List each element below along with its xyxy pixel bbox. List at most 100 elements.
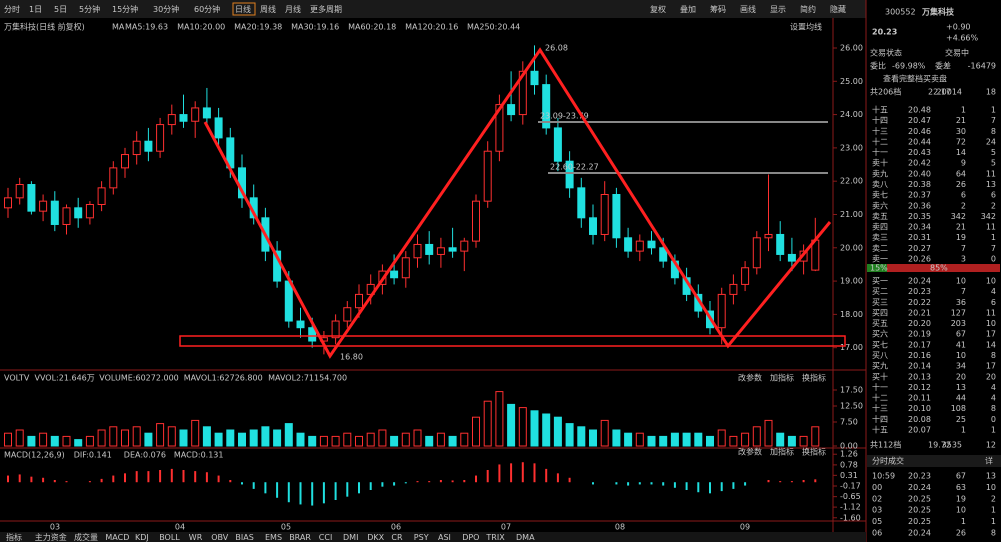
book-count: 4 — [991, 383, 996, 392]
trade-time: 00 — [872, 483, 882, 492]
volume-bar — [62, 435, 71, 447]
tool-button[interactable]: 画线 — [740, 4, 756, 14]
indicator-tab[interactable]: EMS — [265, 533, 282, 542]
book-price: 20.37 — [908, 191, 931, 200]
book-volume: 25 — [956, 415, 966, 424]
book-volume: 203 — [951, 319, 966, 328]
tool-button[interactable]: 复权 — [650, 4, 666, 14]
book-volume: 127 — [951, 308, 966, 317]
indicator-tab[interactable]: 主力资金 — [35, 532, 67, 542]
book-total: 18 — [986, 88, 996, 97]
indicator-tab[interactable]: WR — [189, 533, 203, 542]
tab[interactable]: 1日 — [29, 5, 42, 14]
level: 买五 — [872, 319, 888, 328]
indicator-tab[interactable]: BIAS — [235, 533, 253, 542]
y-tick-label: 23.00 — [840, 143, 863, 152]
volume-bar — [331, 435, 340, 447]
volume-bar — [706, 435, 714, 447]
tab[interactable]: 周线 — [260, 4, 276, 14]
ma-setting[interactable]: 设置均线 — [790, 22, 822, 32]
ma-value: MA120:20.16 — [405, 23, 458, 32]
book-volume: 9 — [961, 159, 966, 168]
book-count: 11 — [986, 308, 996, 317]
book-volume: 20 — [956, 372, 966, 381]
volume-bar — [542, 413, 551, 447]
y-tick-label: 21.00 — [840, 210, 863, 219]
tab[interactable]: 5日 — [54, 5, 67, 14]
book-price: 20.17 — [908, 340, 931, 349]
indicator-tab[interactable]: OBV — [211, 533, 229, 542]
indicator-tab[interactable]: DMI — [343, 533, 358, 542]
candle-body — [518, 70, 527, 116]
indicator-tab[interactable]: BOLL — [159, 533, 180, 542]
book-count: 5 — [991, 159, 996, 168]
support-box — [179, 335, 846, 347]
book-volume: 19 — [956, 233, 966, 242]
book-volume: 14 — [956, 148, 966, 157]
panel-button[interactable]: 加指标 — [770, 447, 794, 457]
indicator-tab[interactable]: KDJ — [135, 533, 149, 542]
book-count: 11 — [986, 169, 996, 178]
book-volume: 2 — [961, 201, 966, 210]
candle-body — [413, 243, 422, 259]
trade-count: 1 — [991, 506, 996, 515]
book-price: 20.13 — [908, 372, 931, 381]
indicator-tab[interactable]: DKX — [367, 533, 384, 542]
volume-bar — [179, 429, 188, 447]
book-count: 4 — [991, 287, 996, 296]
indicator-tab[interactable]: BRAR — [289, 533, 311, 542]
indicator-tab[interactable]: DMA — [516, 533, 535, 542]
indicator-tab[interactable]: 指标 — [6, 532, 22, 542]
tab[interactable]: 日线 — [235, 4, 251, 14]
tool-button[interactable]: 隐藏 — [830, 4, 846, 14]
trades-toggle[interactable]: 详 — [985, 456, 993, 466]
tab[interactable]: 月线 — [285, 4, 301, 14]
book-count: 24 — [986, 137, 996, 146]
tool-button[interactable]: 简约 — [800, 4, 816, 14]
tab[interactable]: 60分钟 — [194, 4, 220, 14]
volume-bar — [214, 432, 223, 447]
y-tick-label: 19.00 — [840, 277, 863, 286]
volume-bar — [378, 429, 387, 447]
panel-button[interactable]: 换指标 — [802, 447, 826, 457]
indicator-tab[interactable]: TRIX — [485, 533, 505, 542]
book-volume: 26 — [956, 180, 966, 189]
volume-bar — [121, 429, 129, 447]
indicator-tab[interactable]: PSY — [414, 533, 429, 542]
tool-button[interactable]: 显示 — [770, 5, 786, 14]
full-book-link[interactable]: 查看完整档买卖盘 — [883, 74, 947, 84]
tab[interactable]: 15分钟 — [112, 4, 138, 14]
volume-legend: MAVOL2:71154.700 — [268, 374, 347, 383]
tab[interactable]: 30分钟 — [153, 4, 179, 14]
panel-button[interactable]: 加指标 — [770, 373, 794, 383]
book-price: 20.47 — [908, 116, 931, 125]
indicator-tab[interactable]: CR — [391, 533, 403, 542]
panel-button[interactable]: 换指标 — [802, 373, 826, 383]
tool-button[interactable]: 筹码 — [710, 4, 726, 14]
indicator-tab[interactable]: MACD — [105, 533, 129, 542]
tab[interactable]: 5分钟 — [79, 4, 100, 14]
panel-button[interactable]: 改参数 — [738, 447, 762, 457]
candle-body — [191, 107, 200, 122]
indicator-tab[interactable]: 成交量 — [74, 532, 98, 542]
volume-bar — [624, 432, 633, 447]
indicator-tab[interactable]: ASI — [438, 533, 451, 542]
candle-body — [296, 320, 305, 329]
y-tick-label: 25.00 — [840, 77, 863, 86]
y-tick-label: 17.50 — [840, 386, 863, 395]
book-volume: 7 — [961, 244, 966, 253]
indicator-tab[interactable]: CCI — [319, 533, 333, 542]
book-volume: 10 — [956, 277, 966, 286]
candle-body — [553, 127, 562, 162]
level: 十一 — [872, 147, 888, 157]
indicator-tab[interactable]: DPO — [462, 533, 479, 542]
candle-body — [436, 247, 445, 255]
candle-body — [495, 104, 504, 152]
tab[interactable]: 分时 — [4, 4, 20, 14]
volume-bar — [752, 426, 761, 447]
tool-button[interactable]: 叠加 — [680, 4, 696, 14]
panel-button[interactable]: 改参数 — [738, 373, 762, 383]
tab[interactable]: 更多周期 — [310, 4, 342, 14]
book-volume: 10 — [956, 351, 966, 360]
